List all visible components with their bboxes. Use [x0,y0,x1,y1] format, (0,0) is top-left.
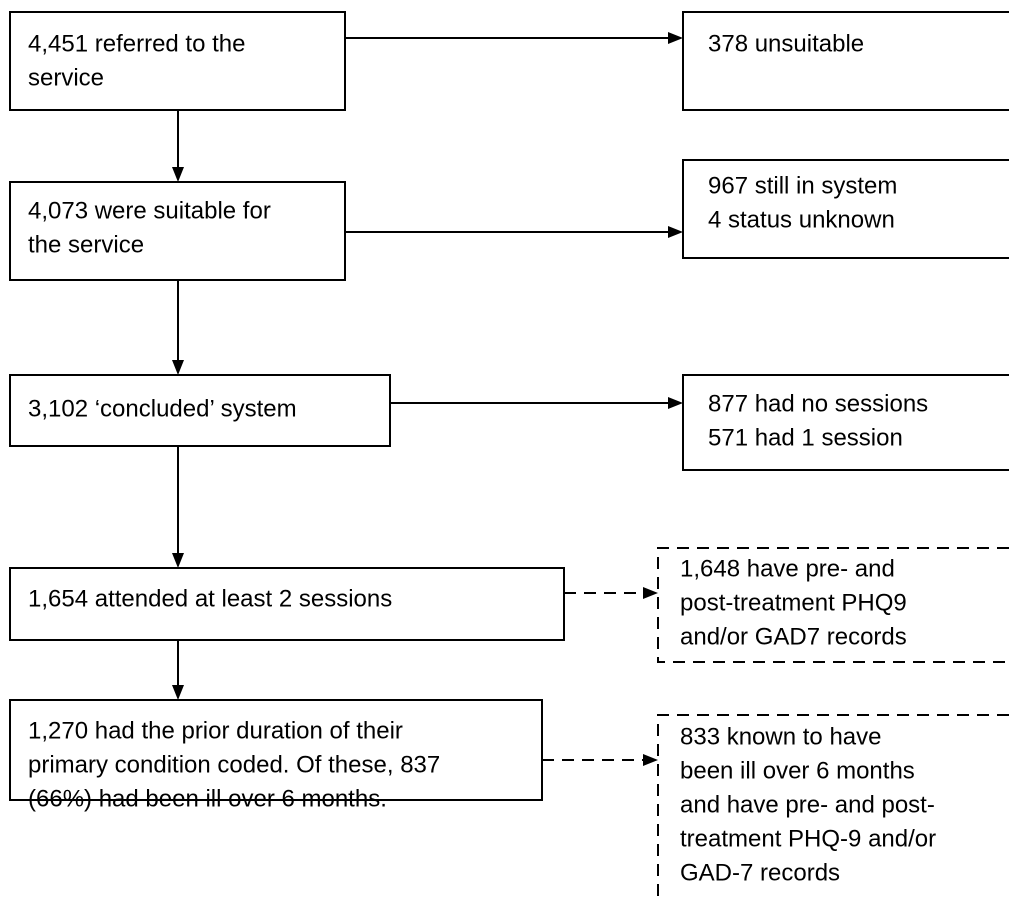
node-text: 877 had no sessions [708,390,928,417]
node-text: 967 still in system [708,172,897,199]
node-text: service [28,64,104,91]
node-text: 1,648 have pre- and [680,555,895,582]
arrowhead [668,397,683,409]
box [9,181,346,281]
box [682,11,1009,111]
node-text: primary condition coded. Of these, 837 [28,751,440,778]
arrowhead [172,360,184,375]
box [9,699,543,801]
arrowhead [643,587,658,599]
node-text: been ill over 6 months [680,757,915,784]
node-text: GAD-7 records [680,859,840,886]
node-text: 833 known to have [680,723,881,750]
node-text: 571 had 1 session [708,424,903,451]
box [9,11,346,111]
node-text: 4,073 were suitable for [28,197,271,224]
node-text: and/or GAD7 records [680,623,907,650]
arrowhead [643,754,658,766]
node-text: 1,270 had the prior duration of their [28,717,403,744]
box [9,567,565,641]
node-text: treatment PHQ-9 and/or [680,825,936,852]
node-text: post-treatment PHQ9 [680,589,907,616]
arrowhead [172,553,184,568]
arrowhead [172,685,184,700]
node-text: 4,451 referred to the [28,30,245,57]
node-text: and have pre- and post- [680,791,935,818]
arrowhead [668,226,683,238]
box [682,374,1009,471]
node-text: 3,102 ‘concluded’ system [28,395,297,422]
arrowhead [172,167,184,182]
node-text: 4 status unknown [708,206,895,233]
dashed-box [657,547,1009,663]
node-text: 1,654 attended at least 2 sessions [28,585,392,612]
node-text: (66%) had been ill over 6 months. [28,785,387,812]
arrowhead [668,32,683,44]
node-text: the service [28,231,144,258]
box [9,374,391,447]
dashed-box [657,714,1009,898]
node-text: 378 unsuitable [708,30,864,57]
box [682,159,1009,259]
